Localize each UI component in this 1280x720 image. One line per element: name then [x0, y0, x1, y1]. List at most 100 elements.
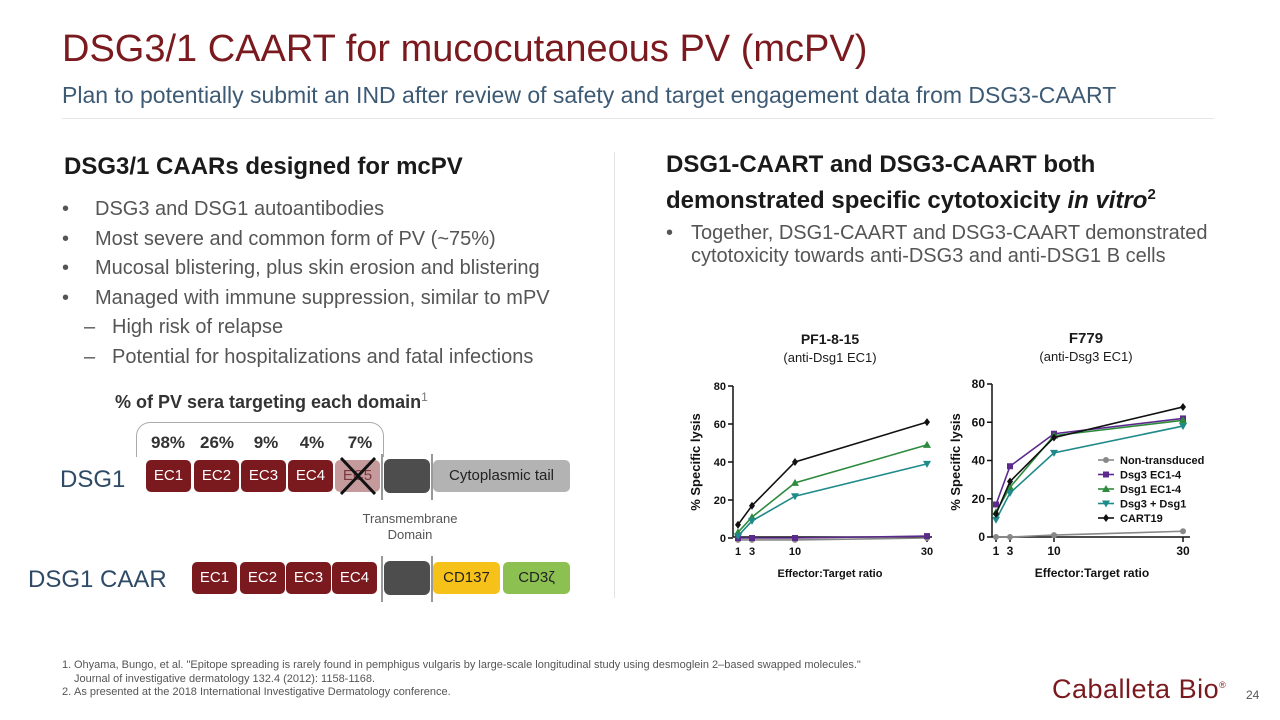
bullet-text: Most severe and common form of PV (~75%) — [95, 227, 496, 250]
chart1-data-point — [749, 535, 755, 541]
list-item: – Potential for hospitalizations and fata… — [62, 344, 602, 374]
list-item: • Most severe and common form of PV (~75%… — [62, 226, 602, 256]
transmembrane-domain — [384, 459, 430, 493]
chart1-ylabel: % Specific lysis — [688, 413, 703, 511]
bullet-text: High risk of relapse — [112, 316, 284, 338]
chart2-data-point — [1051, 433, 1057, 442]
bullet-marker: • — [62, 198, 70, 220]
y-tick-label: 0 — [720, 533, 726, 545]
chart2-data-point — [993, 510, 999, 519]
chart2-data-point — [1180, 402, 1186, 411]
chart1-data-point — [791, 478, 799, 486]
legend-marker — [1103, 471, 1109, 478]
dsg1-domain-ec1: EC1 — [146, 460, 191, 492]
chart2-series-line — [995, 406, 1184, 515]
chart2-data-point — [993, 501, 999, 508]
cytoplasmic-tail: Cytoplasmic tail — [433, 460, 570, 492]
y-tick-label: 60 — [972, 415, 986, 429]
chart2-data-point — [1007, 463, 1013, 470]
pct-ec5: 7% — [347, 433, 373, 452]
page-number: 24 — [1246, 688, 1260, 702]
y-tick-label: 80 — [714, 381, 726, 393]
footnote-item: 2. As presented at the 2018 International… — [62, 686, 862, 700]
caar-domain-ec2: EC2 — [240, 562, 285, 594]
y-tick-label: 20 — [972, 492, 986, 506]
bullet-text: Managed with immune suppression, similar… — [95, 286, 550, 309]
list-item: • Mucosal blistering, plus skin erosion a… — [62, 255, 602, 285]
y-tick-label: 80 — [972, 377, 986, 391]
chart1-series-line — [737, 463, 928, 537]
pct-ec4: 4% — [299, 433, 325, 452]
left-heading: DSG3/1 CAARs designed for mcPV — [64, 153, 463, 180]
chart1-series-line — [738, 537, 928, 541]
legend-marker — [1102, 485, 1110, 492]
membrane-line — [431, 454, 433, 500]
membrane-line — [431, 556, 433, 602]
x-tick-label: 3 — [1007, 544, 1014, 558]
bullet-marker: • — [666, 222, 674, 244]
x-tick-label: 10 — [1047, 544, 1061, 558]
right-bullet: • Together, DSG1-CAART and DSG3-CAART de… — [666, 222, 1214, 268]
chart1-data-point — [923, 460, 931, 468]
right-heading-line1: DSG1-CAART and DSG3-CAART both — [666, 151, 1096, 178]
footnote-text: Ohyama, Bungo, et al. "Epitope spreading… — [74, 659, 861, 685]
cd3-domain: CD3ζ — [503, 562, 570, 594]
bullet-text: Together, DSG1-CAART and DSG3-CAART demo… — [691, 222, 1208, 267]
chart1-subtitle: (anti-Dsg1 EC1) — [783, 350, 877, 365]
y-tick-label: 40 — [972, 454, 986, 468]
chart1-data-point — [749, 501, 755, 510]
chart2-series-line — [996, 530, 1184, 538]
chart1-data-point — [924, 533, 930, 540]
y-tick-label: 20 — [714, 495, 726, 507]
caar-domain-ec3: EC3 — [286, 562, 331, 594]
y-tick-label: 60 — [714, 419, 726, 431]
dsg1-domain-ec2: EC2 — [194, 460, 239, 492]
y-tick-label: 40 — [714, 457, 726, 469]
registered-mark: ® — [1219, 680, 1227, 690]
chart2-data-point — [1007, 534, 1013, 540]
chart1-data-point — [734, 533, 742, 541]
legend-label: CART19 — [1120, 513, 1163, 525]
pct-ec1: 98% — [150, 433, 186, 452]
dsg1-domain-ec3: EC3 — [241, 460, 286, 492]
bullet-text: Potential for hospitalizations and fatal… — [112, 345, 534, 368]
pct-ec2: 26% — [199, 433, 235, 452]
list-item: • DSG3 and DSG1 autoantibodies — [62, 196, 602, 226]
cd137-domain: CD137 — [433, 562, 500, 594]
transmembrane-label-line1: Transmembrane — [362, 511, 458, 526]
column-divider — [614, 152, 615, 598]
chart2-subtitle: (anti-Dsg3 EC1) — [1039, 349, 1133, 364]
transmembrane-domain — [384, 561, 430, 595]
chart2-data-point — [1179, 416, 1187, 424]
page-title: DSG3/1 CAART for mucocutaneous PV (mcPV) — [62, 28, 868, 70]
footnote-marker: 2. — [62, 686, 72, 698]
chart2-series-line — [995, 425, 1184, 521]
company-logo: Caballeta Bio® — [1052, 674, 1226, 705]
x-tick-label: 1 — [735, 546, 741, 558]
membrane-line — [381, 454, 383, 500]
chart1-data-point — [792, 535, 798, 541]
chart1-series-line — [737, 421, 928, 526]
caar-domain-ec1: EC1 — [192, 562, 237, 594]
dash-marker: – — [84, 345, 96, 368]
list-item: • Managed with immune suppression, simila… — [62, 285, 602, 315]
right-heading-line2: demonstrated specific cytotoxicity in vi… — [666, 180, 1226, 216]
list-item: – High risk of relapse — [62, 314, 602, 344]
right-heading-text: demonstrated specific cytotoxicity — [666, 187, 1068, 214]
bullet-marker: • — [62, 286, 70, 309]
membrane-line — [381, 556, 383, 602]
chart1-data-point — [923, 440, 931, 448]
chart2-data-point — [1051, 532, 1057, 539]
chart2-ylabel: % Specific lysis — [948, 413, 963, 511]
dsg1-label: DSG1 — [60, 466, 126, 493]
chart2-data-point — [1179, 423, 1187, 431]
bullet-marker: • — [62, 227, 70, 250]
chart1-plot: 0 20 40 60 80 1 3 10 30 % Specific lysis Effecto… — [688, 381, 933, 580]
header-divider — [62, 118, 1214, 119]
bullet-text: Mucosal blistering, plus skin erosion an… — [95, 257, 540, 279]
legend-marker — [1103, 514, 1109, 522]
chart1-data-point — [791, 493, 799, 501]
dsg1-domain-ec4: EC4 — [288, 460, 333, 492]
chart2-data-point — [1006, 483, 1014, 491]
right-heading-italic: in vitro — [1067, 187, 1148, 214]
